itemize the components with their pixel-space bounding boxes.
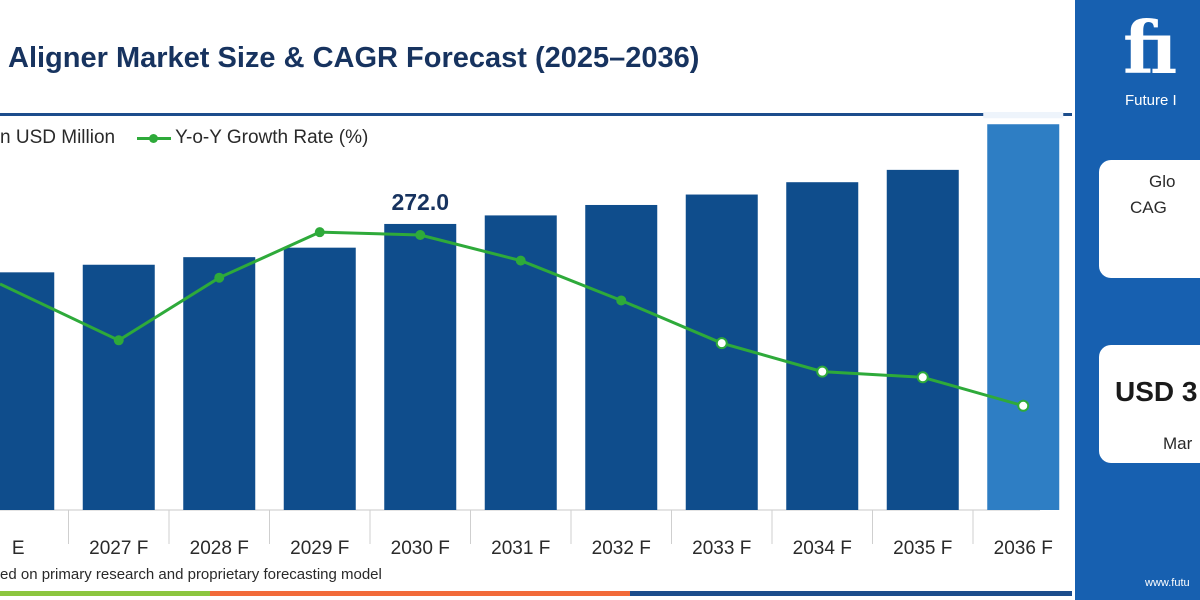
- x-tick-label-10: 2036 F: [994, 538, 1053, 559]
- bar-4: [384, 223, 457, 510]
- info-card-market-value-label: Mar: [1163, 434, 1193, 453]
- x-tick-label-2: 2028 F: [190, 538, 249, 559]
- x-tick-label-1: 2027 F: [89, 538, 148, 559]
- growth-rate-point-1: [113, 335, 124, 346]
- x-tick-label-9: 2035 F: [893, 538, 952, 559]
- title-bar: Aligner Market Size & CAGR Forecast (202…: [0, 0, 1072, 112]
- x-tick-label-6: 2032 F: [592, 538, 651, 559]
- growth-rate-point-7: [715, 337, 728, 350]
- info-card-cagr: [1099, 160, 1200, 278]
- growth-rate-point-5: [515, 255, 526, 266]
- x-tick-label-3: 2029 F: [290, 538, 349, 559]
- data-label-bg-4: [380, 183, 461, 218]
- side-panel: fı Future I Glo CAG USD 3 Mar www.futu: [1075, 0, 1200, 600]
- bottom-strip-green: [0, 591, 210, 596]
- bottom-strip-blue: [630, 591, 1072, 596]
- chart-title: Aligner Market Size & CAGR Forecast (202…: [8, 42, 700, 74]
- title-divider: [0, 113, 1072, 116]
- company-logo-text: Future I: [1125, 92, 1177, 109]
- bar-9: [886, 169, 959, 510]
- chart-footnote: ed on primary research and proprietary f…: [0, 566, 382, 583]
- legend-label-bars: n USD Million: [0, 127, 116, 148]
- growth-rate-point-2: [214, 272, 225, 283]
- legend-item-line: Y-o-Y Growth Rate (%): [137, 127, 368, 149]
- info-card-cagr-line2: CAG: [1130, 198, 1167, 217]
- x-tick-label-7: 2033 F: [692, 538, 751, 559]
- growth-rate-point-3: [314, 227, 325, 238]
- growth-rate-point-10: [1017, 399, 1030, 412]
- growth-rate-point-8: [816, 365, 829, 378]
- chart-legend: n USD Million Y-o-Y Growth Rate (%): [0, 124, 390, 152]
- info-card-market-value-amount: USD 3: [1115, 376, 1198, 407]
- x-tick-label-4: 2030 F: [391, 538, 450, 559]
- data-label-4: 272.0: [391, 189, 449, 215]
- company-logo: fı: [1123, 5, 1177, 90]
- bar-8: [786, 182, 859, 510]
- bottom-strip-orange: [210, 591, 630, 596]
- x-tick-label-5: 2031 F: [491, 538, 550, 559]
- bar-10: [987, 124, 1060, 510]
- bar-0: [0, 272, 55, 510]
- bar-6: [585, 204, 658, 510]
- growth-rate-point-9: [916, 371, 929, 384]
- bar-7: [685, 194, 758, 510]
- data-label-bg-10: [983, 112, 1064, 119]
- website-url: www.futu: [1145, 577, 1190, 589]
- growth-rate-point-6: [616, 295, 627, 306]
- bar-3: [283, 247, 356, 510]
- legend-line-swatch: [137, 132, 172, 144]
- legend-label-line: Y-o-Y Growth Rate (%): [175, 127, 369, 148]
- legend-item-bars: n USD Million: [0, 127, 115, 149]
- x-tick-label-0: E: [12, 538, 25, 559]
- data-label-10: 377.1: [994, 112, 1052, 115]
- x-tick-label-8: 2034 F: [793, 538, 852, 559]
- bar-1: [82, 264, 155, 510]
- growth-rate-point-4: [415, 230, 426, 240]
- info-card-cagr-line1: Glo: [1149, 172, 1176, 191]
- bar-2: [183, 257, 256, 510]
- chart-plot: E 2027 F 2028 F 2029 F 2030 F 2031 F 2032 F 203…: [0, 112, 1064, 559]
- info-card-market-value: [1099, 345, 1200, 463]
